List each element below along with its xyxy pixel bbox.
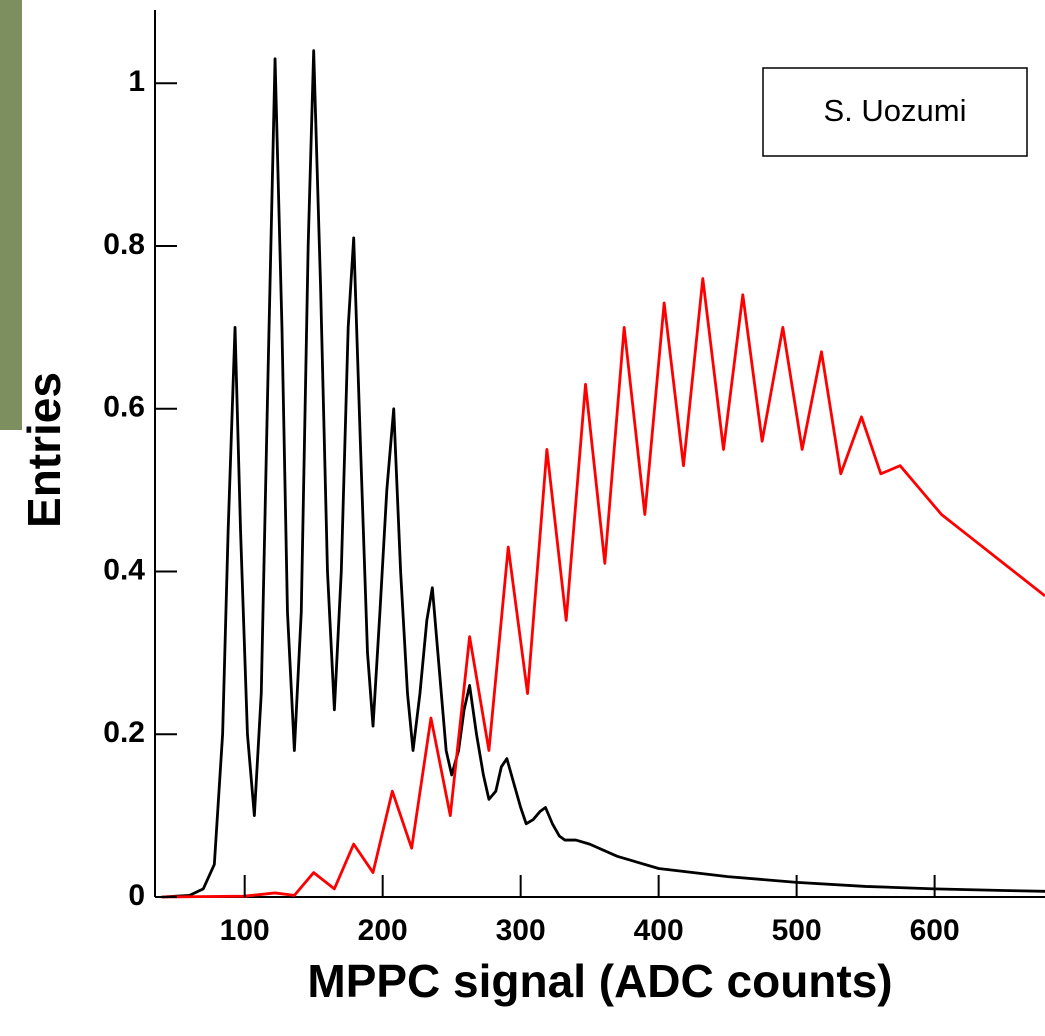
y-tick-label: 0.2 (103, 716, 145, 749)
annotation: S. Uozumi (824, 93, 967, 128)
x-tick-label: 500 (772, 914, 822, 947)
y-tick-label: 0.8 (103, 228, 145, 261)
y-tick-label: 0.4 (103, 553, 145, 586)
x-tick-label: 100 (220, 914, 270, 947)
x-tick-label: 300 (496, 914, 546, 947)
background-texture (0, 0, 22, 430)
series-line (161, 49, 1045, 899)
series-line (161, 277, 1045, 899)
annotation-box (762, 67, 1028, 157)
y-tick-label: 0.6 (103, 391, 145, 424)
x-axis-label: MPPC signal (ADC counts) (307, 955, 892, 1007)
x-tick-label: 400 (634, 914, 684, 947)
y-axis-label: Entries (18, 372, 70, 528)
x-tick-label: 200 (358, 914, 408, 947)
y-tick-label: 0 (128, 879, 145, 912)
x-tick-label: 600 (910, 914, 960, 947)
background-strip (22, 0, 155, 10)
y-tick-label: 1 (128, 65, 145, 98)
